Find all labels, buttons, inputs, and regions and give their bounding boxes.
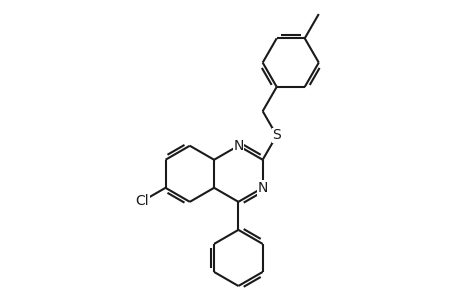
Text: N: N — [257, 181, 267, 195]
Text: Cl: Cl — [135, 194, 149, 208]
Text: S: S — [272, 128, 280, 142]
Text: N: N — [233, 139, 243, 153]
